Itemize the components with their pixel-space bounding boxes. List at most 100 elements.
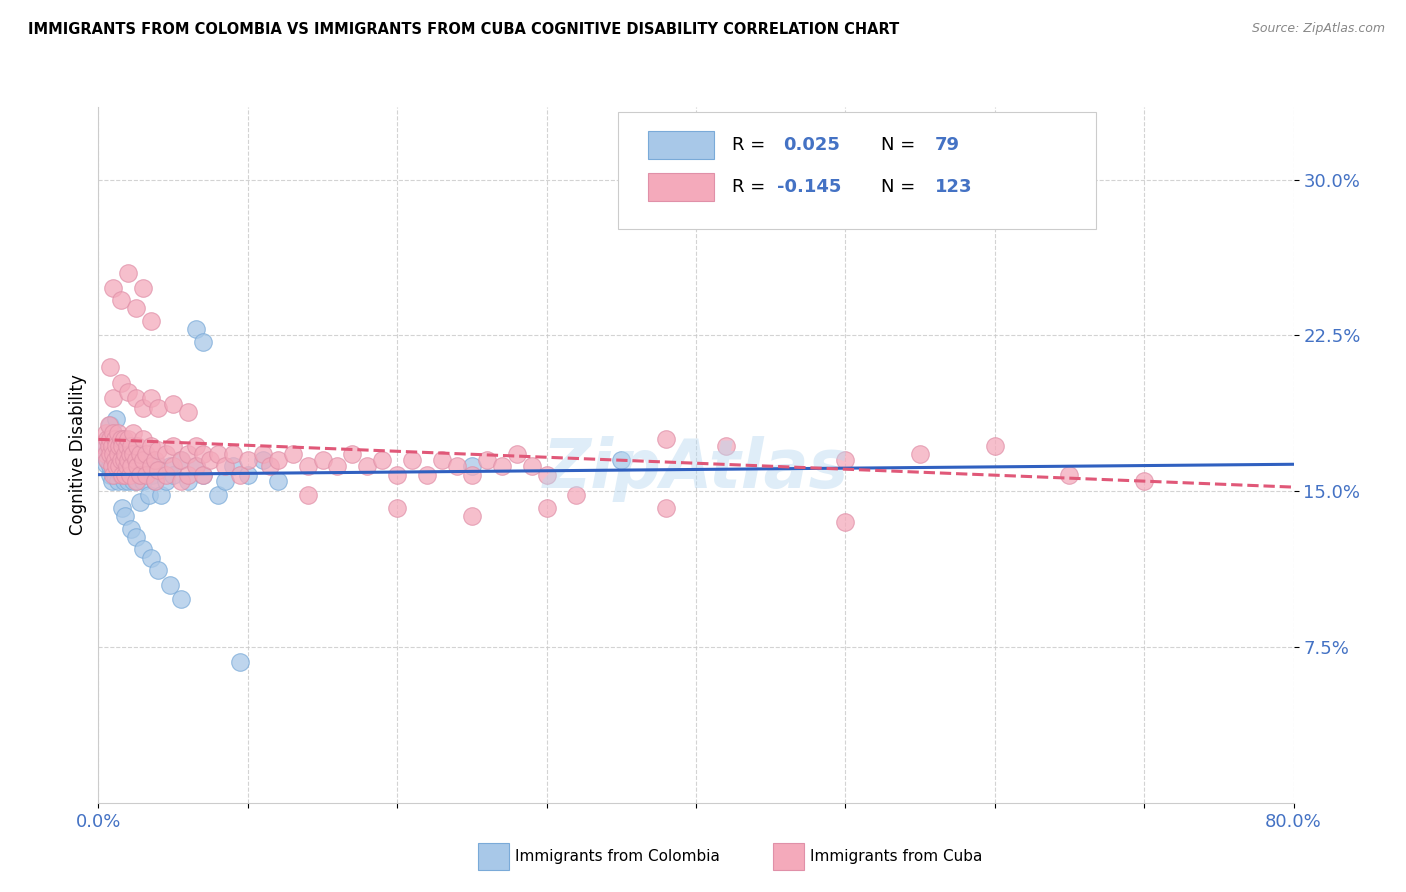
Point: [98, 447, 122, 461]
Point: [191, 467, 214, 482]
Point: [267, 453, 290, 467]
Point: [461, 509, 484, 524]
Point: [94, 457, 117, 471]
Point: [105, 411, 128, 425]
Text: N =: N =: [882, 136, 921, 154]
Point: [446, 459, 468, 474]
Text: Immigrants from Cuba: Immigrants from Cuba: [810, 849, 983, 863]
Text: IMMIGRANTS FROM COLOMBIA VS IMMIGRANTS FROM CUBA COGNITIVE DISABILITY CORRELATIO: IMMIGRANTS FROM COLOMBIA VS IMMIGRANTS F…: [28, 22, 900, 37]
Point: [229, 467, 252, 482]
Point: [655, 433, 678, 447]
Point: [155, 474, 177, 488]
Point: [120, 459, 142, 474]
Point: [139, 453, 162, 467]
Text: 79: 79: [935, 136, 960, 154]
Point: [148, 463, 170, 477]
Point: [138, 488, 160, 502]
Point: [236, 467, 259, 482]
Point: [110, 459, 132, 474]
Point: [118, 467, 141, 482]
Point: [520, 459, 543, 474]
Point: [162, 467, 184, 482]
Point: [191, 467, 214, 482]
Point: [103, 281, 125, 295]
Point: [222, 447, 245, 461]
Point: [401, 453, 423, 467]
Point: [184, 439, 207, 453]
Point: [115, 459, 138, 474]
Point: [139, 459, 162, 474]
Point: [127, 474, 149, 488]
Point: [112, 433, 135, 447]
Point: [112, 453, 135, 467]
Point: [506, 447, 529, 461]
Point: [94, 447, 117, 461]
Point: [655, 500, 678, 515]
Point: [96, 453, 118, 467]
Point: [103, 391, 125, 405]
Point: [105, 459, 128, 474]
Text: N =: N =: [882, 178, 921, 196]
Point: [110, 376, 132, 391]
Point: [114, 447, 136, 461]
Point: [97, 433, 120, 447]
Point: [135, 467, 157, 482]
Point: [114, 459, 136, 474]
Point: [93, 439, 115, 453]
Point: [114, 509, 136, 524]
Point: [118, 447, 141, 461]
Point: [371, 453, 394, 467]
Point: [105, 459, 128, 474]
Point: [97, 417, 120, 432]
Point: [177, 474, 200, 488]
Point: [104, 433, 127, 447]
Point: [385, 467, 409, 482]
Point: [127, 459, 149, 474]
Point: [229, 655, 252, 669]
Point: [297, 459, 319, 474]
Text: 0.025: 0.025: [783, 136, 841, 154]
Point: [184, 459, 207, 474]
Point: [132, 453, 155, 467]
Point: [148, 401, 170, 416]
Point: [111, 500, 134, 515]
Point: [108, 459, 131, 474]
Point: [108, 439, 131, 453]
Point: [214, 474, 236, 488]
Point: [139, 391, 162, 405]
Point: [114, 467, 136, 482]
Point: [107, 426, 129, 441]
Point: [148, 459, 170, 474]
Point: [115, 453, 138, 467]
Point: [1133, 474, 1156, 488]
Point: [191, 334, 214, 349]
Point: [125, 301, 148, 316]
Point: [108, 453, 131, 467]
Point: [416, 467, 439, 482]
Point: [267, 474, 290, 488]
Point: [93, 447, 115, 461]
Point: [110, 467, 132, 482]
Point: [121, 447, 143, 461]
Point: [297, 488, 319, 502]
Point: [101, 447, 124, 461]
Point: [159, 459, 181, 474]
Point: [461, 467, 484, 482]
Point: [101, 439, 124, 453]
Point: [475, 453, 498, 467]
Point: [162, 397, 184, 411]
Point: [117, 474, 139, 488]
Point: [103, 447, 125, 461]
Point: [129, 447, 152, 461]
Point: [96, 433, 118, 447]
Point: [107, 474, 129, 488]
Point: [162, 439, 184, 453]
Point: [117, 384, 139, 399]
Text: R =: R =: [733, 178, 770, 196]
Point: [112, 474, 135, 488]
Point: [184, 459, 207, 474]
Point: [200, 453, 222, 467]
Point: [103, 426, 125, 441]
Point: [120, 439, 142, 453]
Point: [115, 467, 138, 482]
